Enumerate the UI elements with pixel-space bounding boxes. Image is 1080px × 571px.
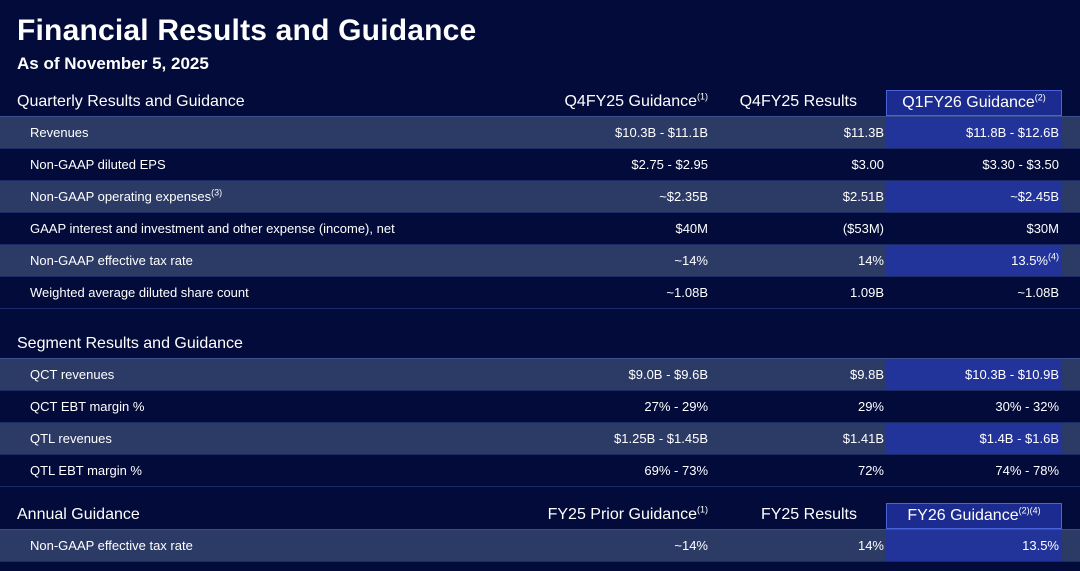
row-value-col1: $1.25B - $1.45B — [614, 431, 708, 446]
segment-rows: QCT revenues $9.0B - $9.6B $9.8B $10.3B - $… — [0, 359, 1080, 487]
annual-header: Annual Guidance FY25 Prior Guidance(1) F… — [0, 503, 1080, 530]
table-row: QTL EBT margin % 69% - 73% 72% 74% - 78% — [0, 455, 1080, 487]
row-value-col3: ~1.08B — [1017, 285, 1059, 300]
row-value-col2: 14% — [857, 538, 884, 553]
table-row: QTL revenues $1.25B - $1.45B $1.41B $1.4B -… — [0, 423, 1080, 455]
row-value-col2: $1.41B — [842, 431, 884, 446]
row-label: QTL EBT margin % — [30, 463, 142, 478]
row-value-col1: 69% - 73% — [644, 463, 708, 478]
row-value-col2: 29% — [857, 399, 884, 414]
row-value-col2: $9.8B — [850, 367, 884, 382]
row-value-col1: ~1.08B — [666, 285, 708, 300]
page-title: Financial Results and Guidance — [17, 14, 477, 47]
row-value-col1: 27% - 29% — [644, 399, 708, 414]
guidance-highlight — [886, 245, 1062, 276]
row-value-col1: ~14% — [674, 253, 708, 268]
row-value-col3: $3.30 - $3.50 — [982, 157, 1059, 172]
row-value-col2: 72% — [857, 463, 884, 478]
row-value-col1: ~14% — [674, 538, 708, 553]
row-value-col1: $40M — [675, 221, 708, 236]
row-label: Weighted average diluted share count — [30, 285, 249, 300]
row-value-col2: $11.3B — [843, 125, 884, 140]
table-row: QCT revenues $9.0B - $9.6B $9.8B $10.3B - $… — [0, 359, 1080, 391]
annual-section: Annual Guidance FY25 Prior Guidance(1) F… — [0, 503, 1080, 562]
row-value-col3: 13.5% — [1022, 538, 1059, 553]
row-label: Non-GAAP effective tax rate — [30, 538, 193, 553]
row-value-col2: 14% — [857, 253, 884, 268]
annual-rows: Non-GAAP effective tax rate ~14% 14% 13.5% — [0, 530, 1080, 562]
annual-title: Annual Guidance — [17, 506, 140, 523]
row-value-col2: $2.51B — [842, 189, 884, 204]
guidance-highlight — [886, 359, 1062, 390]
table-row: QCT EBT margin % 27% - 29% 29% 30% - 32% — [0, 391, 1080, 423]
segment-header: Segment Results and Guidance — [0, 332, 1080, 359]
row-value-col2: $3.00 — [851, 157, 884, 172]
row-value-col1: ~$2.35B — [659, 189, 708, 204]
row-value-col3: ~$2.45B — [1010, 189, 1059, 204]
row-value-col1: $9.0B - $9.6B — [628, 367, 709, 382]
row-label: QCT EBT margin % — [30, 399, 145, 414]
quarterly-section: Quarterly Results and Guidance Q4FY25 Gu… — [0, 90, 1080, 309]
row-label: Revenues — [30, 125, 89, 140]
table-row: Non-GAAP operating expenses(3) ~$2.35B $2.… — [0, 181, 1080, 213]
row-value-col3: 30% - 32% — [995, 399, 1059, 414]
table-row: Non-GAAP effective tax rate ~14% 14% 13.5%(… — [0, 245, 1080, 277]
quarterly-col3-header: Q1FY26 Guidance(2) — [886, 90, 1062, 116]
segment-section: Segment Results and Guidance QCT revenue… — [0, 332, 1080, 487]
quarterly-header: Quarterly Results and Guidance Q4FY25 Gu… — [0, 90, 1080, 117]
quarterly-title: Quarterly Results and Guidance — [17, 93, 245, 110]
guidance-highlight — [886, 530, 1062, 561]
segment-title: Segment Results and Guidance — [17, 335, 243, 352]
table-row: Weighted average diluted share count ~1.0… — [0, 277, 1080, 309]
table-row: Non-GAAP diluted EPS $2.75 - $2.95 $3.00 $3… — [0, 149, 1080, 181]
row-label: Non-GAAP diluted EPS — [30, 157, 166, 172]
annual-col1-header: FY25 Prior Guidance(1) — [547, 504, 708, 523]
row-label: QTL revenues — [30, 431, 112, 446]
quarterly-col1-header: Q4FY25 Guidance(1) — [564, 91, 708, 110]
row-value-col2: ($53M) — [842, 221, 884, 236]
annual-col3-header: FY26 Guidance(2)(4) — [886, 503, 1062, 529]
row-value-col3: $1.4B - $1.6B — [979, 431, 1060, 446]
row-value-col3: $11.8B - $12.6B — [966, 125, 1059, 140]
table-row: Non-GAAP effective tax rate ~14% 14% 13.5% — [0, 530, 1080, 562]
page-subtitle: As of November 5, 2025 — [17, 54, 209, 73]
annual-col2-header: FY25 Results — [760, 506, 857, 523]
row-value-col1: $2.75 - $2.95 — [631, 157, 708, 172]
row-value-col3: $10.3B - $10.9B — [965, 367, 1059, 382]
row-value-col3: 13.5%(4) — [1011, 251, 1059, 268]
quarterly-col2-header: Q4FY25 Results — [739, 93, 857, 110]
row-label: QCT revenues — [30, 367, 115, 382]
guidance-highlight — [886, 423, 1062, 454]
quarterly-rows: Revenues $10.3B - $11.1B $11.3B $11.8B - $1… — [0, 117, 1080, 309]
row-label: Non-GAAP operating expenses(3) — [30, 187, 223, 204]
guidance-highlight — [886, 117, 1062, 148]
row-value-col1: $10.3B - $11.1B — [615, 125, 708, 140]
row-label: Non-GAAP effective tax rate — [30, 253, 193, 268]
guidance-highlight — [886, 181, 1062, 212]
row-label: GAAP interest and investment and other e… — [30, 221, 395, 236]
row-value-col3: 74% - 78% — [995, 463, 1059, 478]
row-value-col2: 1.09B — [850, 285, 884, 300]
row-value-col3: $30M — [1026, 221, 1059, 236]
table-row: GAAP interest and investment and other e… — [0, 213, 1080, 245]
table-row: Revenues $10.3B - $11.1B $11.3B $11.8B - $1… — [0, 117, 1080, 149]
